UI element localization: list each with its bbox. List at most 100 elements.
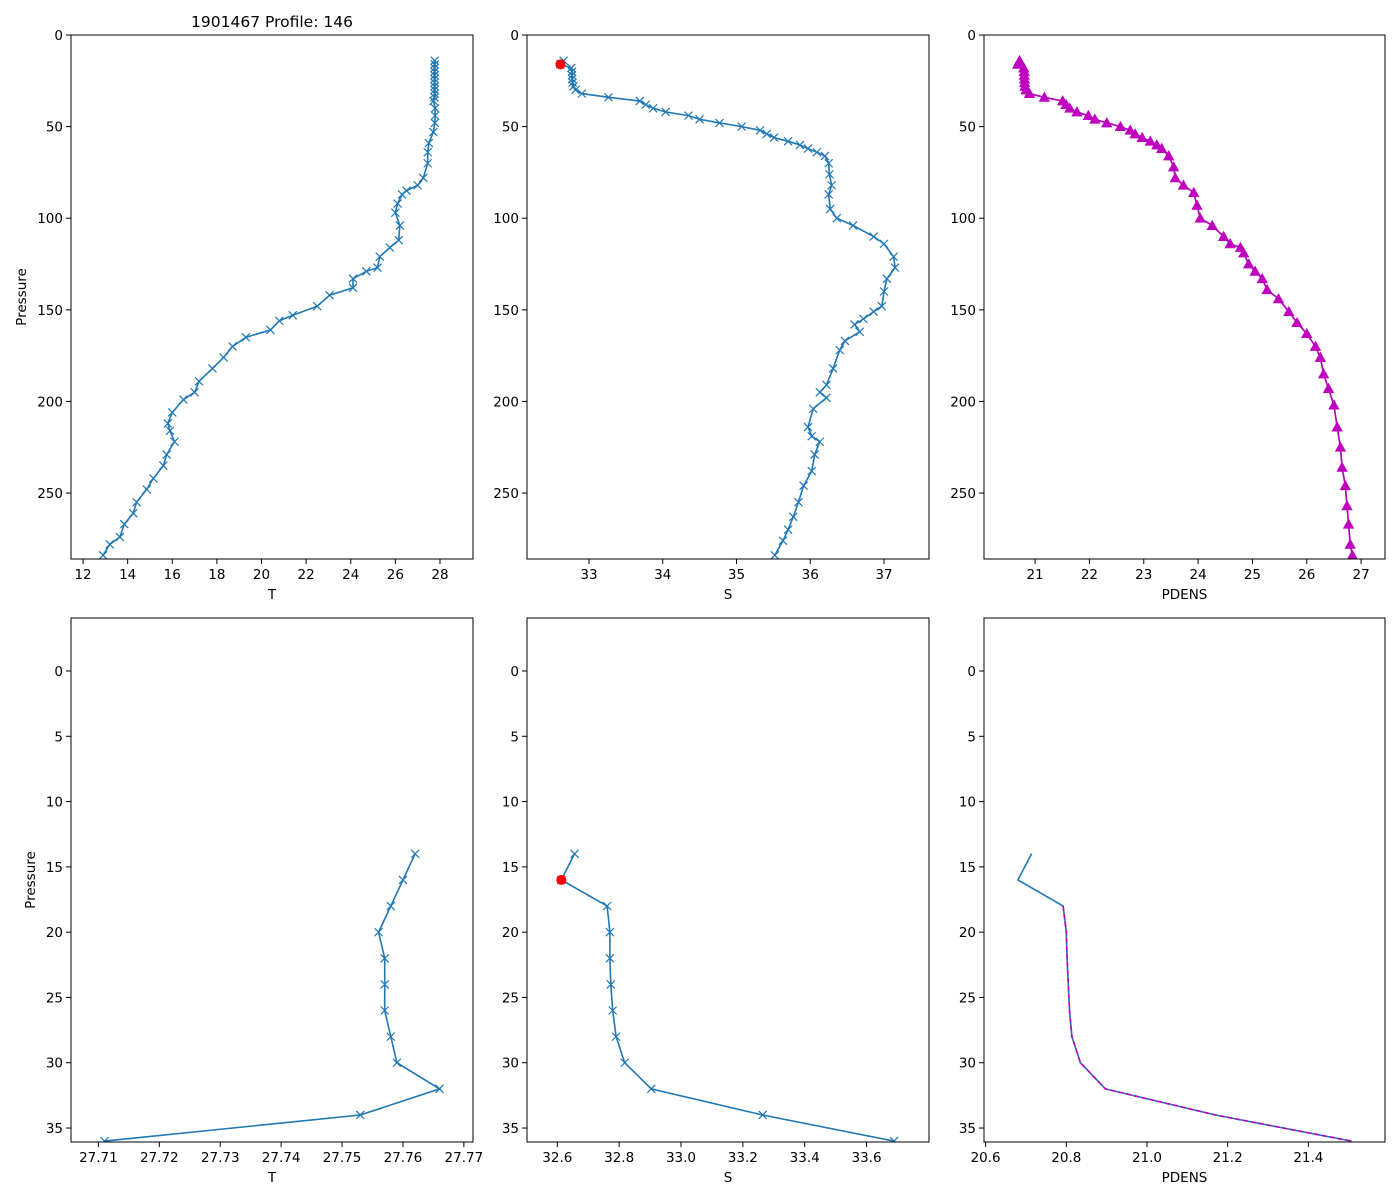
data-point-x-marker (810, 450, 820, 459)
data-point-x-marker (889, 252, 899, 262)
data-point-x-marker (684, 111, 693, 121)
data-point-x-marker (788, 512, 798, 522)
y-tick-label: 250 (950, 486, 976, 502)
data-point-x-marker (604, 92, 613, 102)
x-tick-label: 35 (728, 567, 745, 583)
y-tick-label: 20 (959, 925, 976, 941)
y-tick-label: 5 (510, 729, 519, 745)
data-point-x-marker (413, 180, 423, 190)
data-point-x-marker (374, 927, 384, 937)
data-point-x-marker (620, 1058, 630, 1068)
data-point-triangle-marker (1101, 117, 1113, 128)
data-point-x-marker (398, 875, 408, 885)
axes-frame (983, 34, 1386, 560)
data-point-x-marker (848, 221, 858, 230)
data-point-x-marker (397, 189, 407, 199)
data-point-triangle-marker (1191, 199, 1203, 210)
y-tick-label: 200 (950, 394, 976, 410)
x-tick-label: 20 (253, 567, 270, 583)
axes-grid: 12 14 16 18 20 22 24 26 28050100150200250TPressu… (14, 28, 1386, 1186)
data-point-x-marker (794, 497, 803, 507)
x-tick-label: 33.0 (666, 1150, 696, 1166)
data-point-x-marker (715, 118, 724, 128)
x-tick-label: 16 (164, 567, 181, 583)
data-point-x-marker (132, 497, 142, 507)
data-point-x-marker (98, 550, 108, 559)
data-point-x-marker (824, 169, 834, 179)
data-point-x-marker (661, 107, 671, 117)
data-point-x-marker (803, 422, 813, 432)
y-tick-label: 150 (37, 303, 63, 319)
x-tick-label: 18 (208, 567, 225, 583)
axes-frame (526, 34, 930, 560)
series-t (100, 849, 444, 1142)
data-point-x-marker (568, 78, 578, 88)
data-point-x-marker (100, 1136, 109, 1142)
data-point-x-marker (611, 1032, 621, 1042)
data-point-x-marker (373, 263, 382, 273)
data-point-triangle-marker (1314, 351, 1327, 362)
data-point-x-marker (602, 901, 612, 911)
x-tick-label: 27 (1352, 567, 1369, 583)
data-point-triangle-marker (1188, 186, 1200, 197)
y-tick-label: 0 (967, 664, 976, 680)
x-tick-label: 37 (875, 567, 892, 583)
data-point-x-marker (312, 301, 322, 311)
data-point-triangle-marker (1124, 124, 1136, 135)
x-tick-label: 22 (298, 567, 315, 583)
data-point-x-marker (815, 387, 825, 397)
x-tick-label: 14 (119, 567, 136, 583)
data-point-triangle-marker (1114, 120, 1127, 132)
data-point-x-marker (877, 301, 887, 311)
data-point-triangle-marker (1341, 500, 1353, 511)
data-point-x-marker (770, 550, 780, 559)
data-point-x-marker (390, 208, 400, 218)
y-tick-label: 35 (959, 1121, 976, 1137)
data-point-x-marker (879, 239, 889, 249)
data-point-x-marker (392, 1058, 402, 1068)
data-point-x-marker (380, 953, 390, 963)
x-tick-label: 20.6 (971, 1150, 1001, 1166)
data-point-triangle-marker (1249, 265, 1261, 276)
data-point-x-marker (429, 96, 438, 106)
y-axis-label: Pressure (14, 268, 30, 326)
data-point-x-marker (755, 125, 765, 135)
y-tick-label: 150 (950, 303, 976, 319)
y-tick-label: 150 (493, 303, 519, 319)
data-point-x-marker (274, 316, 284, 326)
data-point-triangle-marker (1336, 461, 1348, 472)
y-tick-label: 5 (54, 729, 63, 745)
data-point-x-marker (430, 67, 439, 77)
data-point-x-marker (769, 133, 779, 143)
data-point-x-marker (737, 122, 747, 132)
data-point-triangle-marker (1331, 421, 1343, 432)
data-point-x-marker (822, 380, 831, 390)
data-point-x-marker (424, 138, 434, 148)
axes-top-density: 21 22 23 24 25 26 27 0 50 100 150 200 250 PDENS (950, 28, 1386, 603)
data-point-x-marker (783, 136, 793, 146)
data-point-x-marker (128, 508, 138, 518)
x-tick-label: 21.4 (1293, 1150, 1323, 1166)
x-tick-label: 21.0 (1132, 1150, 1162, 1166)
data-point-x-marker (608, 1006, 618, 1015)
x-axis-label: PDENS (1162, 587, 1208, 603)
data-point-triangle-marker (1261, 283, 1273, 295)
y-tick-label: 50 (959, 120, 976, 136)
data-point-x-marker (266, 325, 275, 335)
data-point-x-marker (577, 89, 587, 99)
data-point-x-marker (194, 376, 204, 386)
y-tick-label: 200 (37, 394, 63, 410)
data-point-triangle-marker (1283, 305, 1295, 317)
data-point-triangle-marker (1309, 340, 1322, 351)
data-point-x-marker (807, 466, 817, 476)
data-point-x-marker (850, 320, 859, 329)
plot-area (555, 56, 900, 559)
data-point-x-marker (695, 114, 705, 124)
x-tick-label: 26 (387, 567, 404, 583)
data-point-x-marker (648, 103, 658, 113)
y-tick-label: 100 (493, 211, 519, 227)
axes-frame (526, 617, 930, 1143)
x-tick-label: 27.71 (79, 1150, 118, 1166)
y-tick-label: 30 (959, 1056, 976, 1072)
data-point-x-marker (641, 100, 651, 110)
